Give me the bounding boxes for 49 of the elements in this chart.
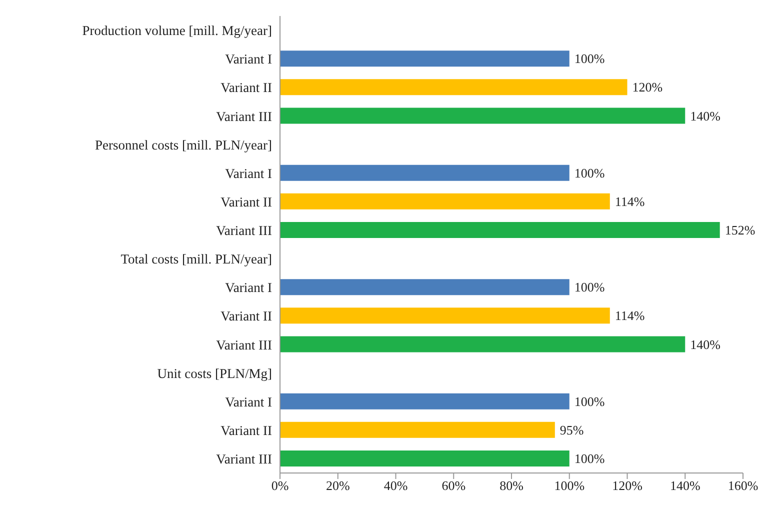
data-label: 120%: [632, 80, 663, 95]
y-tick-label: Variant II: [220, 80, 272, 96]
y-tick-label: Total costs [mill. PLN/year]: [120, 252, 272, 267]
bar: [280, 222, 720, 238]
x-tick-label: 100%: [554, 478, 585, 494]
y-tick-label: Variant II: [220, 194, 272, 210]
y-tick-label: Personnel costs [mill. PLN/year]: [95, 137, 272, 152]
data-label: 100%: [574, 165, 605, 180]
x-tick-label: 40%: [384, 478, 408, 494]
x-tick-label: 20%: [326, 478, 350, 494]
bar: [280, 79, 628, 96]
y-tick-label: Unit costs [PLN/Mg]: [157, 366, 272, 381]
data-label: 114%: [614, 194, 645, 209]
data-label: 140%: [690, 108, 721, 124]
x-tick-label: 80%: [500, 478, 524, 494]
x-tick-label: 120%: [612, 478, 643, 494]
bar: [280, 422, 555, 438]
y-tick-label: Variant I: [225, 52, 272, 67]
bar: [280, 279, 570, 296]
bar: [280, 450, 570, 466]
data-label: 100%: [574, 394, 605, 409]
y-tick-label: Variant I: [225, 394, 272, 410]
bar: [280, 50, 570, 67]
x-tick-label: 160%: [728, 478, 758, 494]
bar: [280, 108, 686, 124]
y-tick-label: Variant I: [225, 280, 272, 296]
bar: [280, 393, 570, 410]
y-tick-label: Variant III: [216, 337, 272, 352]
data-label: 152%: [724, 222, 756, 238]
bar: [280, 336, 686, 352]
bar: [280, 308, 610, 324]
y-tick-label: Variant III: [216, 108, 272, 124]
bar: [280, 193, 610, 210]
y-tick-label: Variant I: [225, 166, 272, 181]
y-tick-label: Variant III: [216, 452, 272, 467]
y-tick-label: Variant II: [220, 308, 272, 324]
data-label: 140%: [690, 336, 721, 352]
data-label: 100%: [574, 51, 605, 66]
x-tick-label: 60%: [442, 478, 466, 494]
data-label: 95%: [560, 422, 584, 438]
y-tick-label: Variant II: [220, 422, 272, 438]
bar: [280, 164, 570, 181]
data-label: 114%: [614, 308, 645, 324]
x-tick-label: 0%: [271, 478, 289, 494]
data-label: 100%: [574, 280, 605, 295]
x-tick-label: 140%: [670, 478, 700, 494]
data-label: 100%: [574, 451, 605, 466]
y-tick-label: Variant III: [216, 223, 272, 238]
y-tick-label: Production volume [mill. Mg/year]: [82, 23, 272, 38]
